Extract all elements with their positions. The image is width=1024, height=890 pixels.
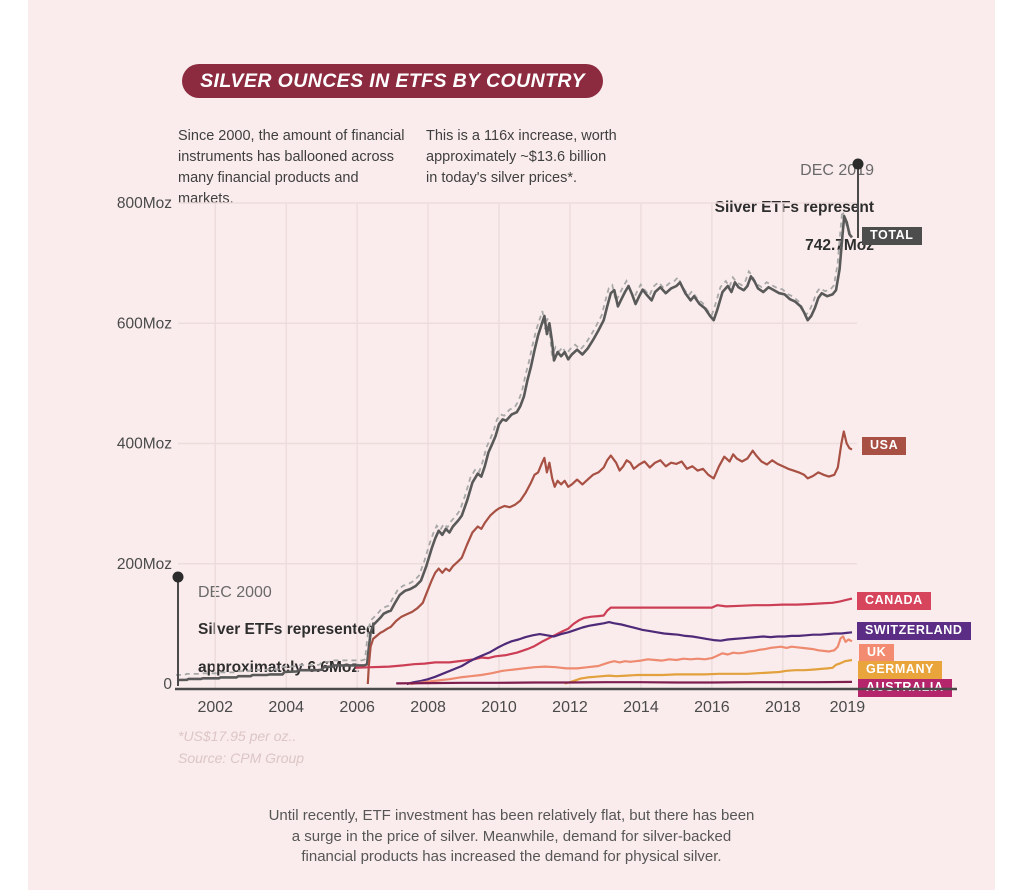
annotation-dec-2000-line1: Silver ETFs represented [198, 621, 376, 638]
series-line-canada [355, 597, 853, 669]
x-tick-label: 2016 [694, 699, 730, 716]
y-tick-label: 600Moz [117, 315, 172, 332]
intro-paragraph-right: This is a 116x increase, worth approxima… [426, 128, 617, 186]
x-tick-label: 2018 [765, 699, 801, 716]
series-line-total [177, 214, 854, 682]
x-tick-label: 2019 [830, 699, 866, 716]
dec-2019-marker-dot [852, 158, 864, 170]
series-chip-total: TOTAL [862, 227, 922, 245]
series-line-switzerland [406, 620, 853, 686]
pink-canvas: SILVER OUNCES IN ETFS BY COUNTRY Since 2… [28, 0, 995, 890]
x-tick-label: 2010 [481, 699, 517, 716]
series-chip-usa: USA [862, 437, 907, 455]
y-tick-label: 400Moz [117, 436, 172, 453]
footnote-price: *US$17.95 per oz.. [178, 728, 297, 744]
intro-paragraph-left: Since 2000, the amount of financial inst… [178, 128, 405, 207]
series-chip-canada: CANADA [857, 592, 931, 610]
x-tick-label: 2002 [197, 699, 233, 716]
series-chip-germany: GERMANY [858, 661, 943, 679]
x-tick-label: 2004 [268, 699, 304, 716]
dec-2000-marker-dot [172, 571, 184, 583]
page-title: SILVER OUNCES IN ETFS BY COUNTRY [182, 64, 603, 98]
y-tick-label: 800Moz [117, 195, 172, 212]
bottom-note: Until recently, ETF investment has been … [268, 807, 755, 865]
y-tick-label: 200Moz [117, 556, 172, 573]
series-chip-uk: UK [859, 644, 895, 662]
x-tick-label: 2006 [339, 699, 375, 716]
x-tick-label: 2014 [623, 699, 659, 716]
footnote-source: Source: CPM Group [178, 750, 305, 766]
series-line-australia [396, 680, 853, 685]
series-line-uk [410, 635, 853, 686]
annotation-dec-2019-date: DEC 2019 [800, 162, 874, 179]
series-line-germany [564, 658, 853, 685]
x-tick-label: 2008 [410, 699, 446, 716]
series-line-usa [366, 430, 853, 685]
y-tick-label: 0 [163, 676, 172, 693]
series-chip-switzerland: SWITZERLAND [857, 622, 971, 640]
x-tick-label: 2012 [552, 699, 588, 716]
